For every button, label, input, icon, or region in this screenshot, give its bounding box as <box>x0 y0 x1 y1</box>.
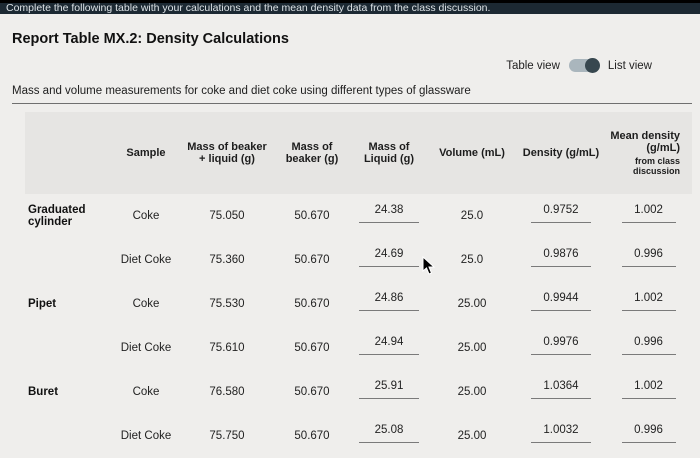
mass-liquid-input[interactable]: 25.08 <box>359 424 419 443</box>
mass-liquid-cell: 25.08 <box>351 414 427 458</box>
table-row: Graduated cylinder Coke 75.050 50.670 24… <box>25 194 692 238</box>
mean-density-input[interactable]: 0.996 <box>621 336 676 355</box>
mean-density-input[interactable]: 0.996 <box>621 424 676 443</box>
instruction-text: Complete the following table with your c… <box>6 2 491 14</box>
view-switcher: Table view List view <box>12 58 652 73</box>
mass-beaker-cell: 50.670 <box>294 210 330 222</box>
volume-cell: 25.00 <box>457 298 487 310</box>
density-input[interactable]: 1.0032 <box>531 424 591 443</box>
density-input[interactable]: 0.9876 <box>531 248 591 267</box>
mass-beaker-cell: 50.670 <box>294 254 330 266</box>
density-table-container: Sample Mass of beaker + liquid (g) Mass … <box>25 112 692 458</box>
instruction-bar: Complete the following table with your c… <box>0 0 700 14</box>
col-header-volume: Volume (mL) <box>427 112 517 194</box>
glassware-label <box>25 238 111 282</box>
col-header-mass-beaker: Mass of beaker (g) <box>273 112 351 194</box>
header-row: Sample Mass of beaker + liquid (g) Mass … <box>25 112 692 194</box>
volume-cell: 25.00 <box>457 386 487 398</box>
col-header-density: Density (g/mL) <box>517 112 605 194</box>
density-input[interactable]: 1.0364 <box>531 380 591 399</box>
mean-density-cell: 0.996 <box>605 414 692 458</box>
col-header-sample: Sample <box>111 112 181 194</box>
mass-beaker-liquid-cell: 75.610 <box>209 342 245 354</box>
mass-liquid-input[interactable]: 24.38 <box>359 204 419 223</box>
col-header-glassware <box>25 112 111 194</box>
view-toggle-switch[interactable] <box>568 58 600 73</box>
report-content: Report Table MX.2: Density Calculations … <box>0 31 700 458</box>
glassware-label <box>25 414 111 458</box>
sample-cell: Diet Coke <box>120 430 172 442</box>
mass-liquid-cell: 24.38 <box>351 194 427 238</box>
density-cell: 1.0364 <box>517 370 605 414</box>
table-row: Diet Coke 75.610 50.670 24.94 25.00 0.99… <box>25 326 692 370</box>
density-input[interactable]: 0.9752 <box>531 204 591 223</box>
mean-density-input[interactable]: 1.002 <box>621 204 676 223</box>
mass-liquid-input[interactable]: 24.86 <box>359 292 419 311</box>
col-header-mean-density: Mean density (g/mL) from class discussio… <box>605 112 692 194</box>
sample-cell: Coke <box>132 210 160 222</box>
mean-density-cell: 0.996 <box>605 326 692 370</box>
volume-cell: 25.00 <box>457 430 487 442</box>
mass-beaker-cell: 50.670 <box>294 430 330 442</box>
density-table: Sample Mass of beaker + liquid (g) Mass … <box>25 112 692 458</box>
mass-beaker-liquid-cell: 75.750 <box>209 430 245 442</box>
mass-beaker-cell: 50.670 <box>294 386 330 398</box>
mass-liquid-input[interactable]: 24.69 <box>359 248 419 267</box>
mass-beaker-liquid-cell: 75.050 <box>209 210 245 222</box>
table-view-label[interactable]: Table view <box>506 59 560 72</box>
density-cell: 0.9876 <box>517 238 605 282</box>
page-title: Report Table MX.2: Density Calculations <box>12 31 289 47</box>
mean-density-input[interactable]: 1.002 <box>621 380 676 399</box>
mass-liquid-input[interactable]: 25.91 <box>359 380 419 399</box>
table-row: Diet Coke 75.750 50.670 25.08 25.00 1.00… <box>25 414 692 458</box>
mass-beaker-cell: 50.670 <box>294 342 330 354</box>
mean-density-input[interactable]: 0.996 <box>621 248 676 267</box>
volume-cell: 25.00 <box>457 342 487 354</box>
mean-density-cell: 1.002 <box>605 194 692 238</box>
mass-beaker-cell: 50.670 <box>294 298 330 310</box>
col-header-mass-beaker-liquid: Mass of beaker + liquid (g) <box>181 112 273 194</box>
mass-beaker-liquid-cell: 76.580 <box>209 386 245 398</box>
mass-liquid-input[interactable]: 24.94 <box>359 336 419 355</box>
table-row: Diet Coke 75.360 50.670 24.69 25.0 0.987… <box>25 238 692 282</box>
density-input[interactable]: 0.9976 <box>531 336 591 355</box>
density-input[interactable]: 0.9944 <box>531 292 591 311</box>
glassware-label <box>25 326 111 370</box>
table-row: Pipet Coke 75.530 50.670 24.86 25.00 0.9… <box>25 282 692 326</box>
mean-density-input[interactable]: 1.002 <box>621 292 676 311</box>
mass-liquid-cell: 24.86 <box>351 282 427 326</box>
mass-liquid-cell: 24.69 <box>351 238 427 282</box>
mean-density-cell: 1.002 <box>605 282 692 326</box>
volume-cell: 25.0 <box>460 254 484 266</box>
table-caption: Mass and volume measurements for coke an… <box>12 85 471 97</box>
density-cell: 0.9976 <box>517 326 605 370</box>
density-cell: 1.0032 <box>517 414 605 458</box>
volume-cell: 25.0 <box>460 210 484 222</box>
sample-cell: Coke <box>132 298 160 310</box>
density-cell: 0.9752 <box>517 194 605 238</box>
mass-beaker-liquid-cell: 75.530 <box>209 298 245 310</box>
list-view-label[interactable]: List view <box>607 59 652 72</box>
glassware-label: Graduated cylinder <box>28 204 86 228</box>
glassware-label: Buret <box>28 386 59 398</box>
mass-liquid-cell: 25.91 <box>351 370 427 414</box>
toggle-knob-icon <box>584 58 600 73</box>
mean-density-cell: 0.996 <box>605 238 692 282</box>
mean-density-header-main: Mean density (g/mL) <box>610 130 680 154</box>
mean-density-cell: 1.002 <box>605 370 692 414</box>
mass-beaker-liquid-cell: 75.360 <box>209 254 245 266</box>
sample-cell: Diet Coke <box>120 342 172 354</box>
mass-liquid-cell: 24.94 <box>351 326 427 370</box>
sample-cell: Diet Coke <box>120 254 172 266</box>
divider <box>12 103 692 104</box>
glassware-label: Pipet <box>28 298 57 310</box>
sample-cell: Coke <box>132 386 160 398</box>
density-cell: 0.9944 <box>517 282 605 326</box>
col-header-mass-liquid: Mass of Liquid (g) <box>351 112 427 194</box>
table-row: Buret Coke 76.580 50.670 25.91 25.00 1.0… <box>25 370 692 414</box>
mean-density-header-sub: from class discussion <box>632 156 680 176</box>
